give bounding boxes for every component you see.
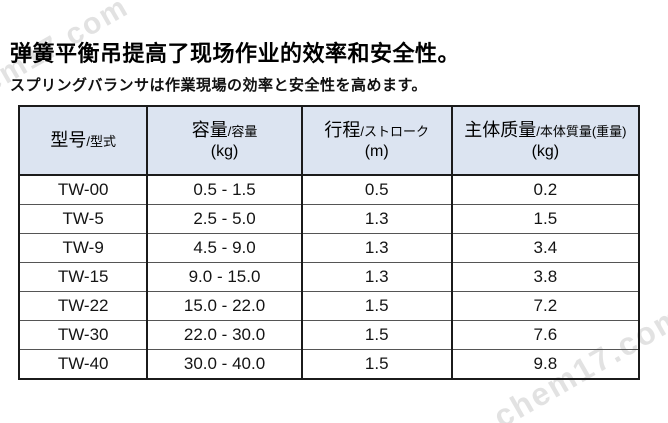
cell-stroke: 1.3 bbox=[300, 204, 453, 234]
table-row: TW-00 0.5 - 1.5 0.5 0.2 bbox=[17, 174, 641, 205]
table-row: TW-15 9.0 - 15.0 1.3 3.8 bbox=[17, 262, 641, 292]
cell-model: TW-00 bbox=[17, 174, 149, 205]
cell-stroke: 1.5 bbox=[300, 320, 453, 350]
cell-stroke: 1.5 bbox=[300, 349, 453, 380]
cell-weight: 7.2 bbox=[450, 291, 641, 321]
col-header-weight-sub: /本体質量(重量) bbox=[536, 123, 627, 139]
cell-weight: 3.8 bbox=[450, 262, 641, 292]
cell-model: TW-22 bbox=[17, 291, 149, 321]
page-title-chinese: 弹簧平衡吊提高了现场作业的效率和安全性。 bbox=[10, 41, 461, 66]
col-header-stroke-main: 行程 bbox=[324, 119, 361, 140]
cell-capacity: 9.0 - 15.0 bbox=[146, 262, 303, 292]
col-header-model: 型号/型式 bbox=[17, 106, 149, 176]
col-header-weight-main: 主体质量 bbox=[464, 119, 537, 140]
cell-capacity: 22.0 - 30.0 bbox=[146, 320, 303, 350]
page-subtitle-japanese: スプリングバランサは作業現場の効率と安全性を高めます。 bbox=[10, 77, 428, 94]
spec-table: 型号/型式 容量/容量 (kg) 行程/ストローク (m) 主体质量/本体質量(… bbox=[17, 105, 641, 380]
col-header-stroke-sub: /ストローク bbox=[360, 123, 430, 139]
cell-stroke: 1.3 bbox=[300, 262, 453, 292]
col-header-stroke: 行程/ストローク (m) bbox=[300, 106, 453, 176]
cell-model: TW-15 bbox=[17, 262, 149, 292]
table-header-row: 型号/型式 容量/容量 (kg) 行程/ストローク (m) 主体质量/本体質量(… bbox=[17, 106, 641, 176]
cell-stroke: 1.3 bbox=[300, 233, 453, 263]
cell-model: TW-40 bbox=[17, 349, 149, 380]
cell-model: TW-5 bbox=[17, 204, 149, 234]
cell-stroke: 0.5 bbox=[300, 174, 453, 205]
cell-weight: 9.8 bbox=[450, 349, 641, 380]
table-row: TW-40 30.0 - 40.0 1.5 9.8 bbox=[17, 349, 641, 380]
cell-weight: 1.5 bbox=[450, 204, 641, 234]
col-header-weight-unit: (kg) bbox=[531, 143, 560, 161]
col-header-model-main: 型号 bbox=[50, 129, 87, 150]
cell-capacity: 15.0 - 22.0 bbox=[146, 291, 303, 321]
cell-weight: 3.4 bbox=[450, 233, 641, 263]
table-row: TW-22 15.0 - 22.0 1.5 7.2 bbox=[17, 291, 641, 321]
cell-stroke: 1.5 bbox=[300, 291, 453, 321]
cell-capacity: 30.0 - 40.0 bbox=[146, 349, 303, 380]
cell-model: TW-9 bbox=[17, 233, 149, 263]
cell-weight: 0.2 bbox=[450, 174, 641, 205]
col-header-capacity: 容量/容量 (kg) bbox=[146, 106, 303, 176]
col-header-weight: 主体质量/本体質量(重量) (kg) bbox=[450, 106, 641, 176]
cell-model: TW-30 bbox=[17, 320, 149, 350]
table-row: TW-9 4.5 - 9.0 1.3 3.4 bbox=[17, 233, 641, 263]
table-row: TW-30 22.0 - 30.0 1.5 7.6 bbox=[17, 320, 641, 350]
cell-capacity: 2.5 - 5.0 bbox=[146, 204, 303, 234]
cell-capacity: 0.5 - 1.5 bbox=[146, 174, 303, 205]
cell-capacity: 4.5 - 9.0 bbox=[146, 233, 303, 263]
table-row: TW-5 2.5 - 5.0 1.3 1.5 bbox=[17, 204, 641, 234]
col-header-stroke-unit: (m) bbox=[364, 143, 389, 161]
col-header-capacity-sub: /容量 bbox=[227, 123, 258, 139]
cell-weight: 7.6 bbox=[450, 320, 641, 350]
col-header-model-sub: /型式 bbox=[86, 133, 116, 149]
col-header-capacity-main: 容量 bbox=[191, 119, 228, 140]
col-header-capacity-unit: (kg) bbox=[210, 143, 239, 161]
